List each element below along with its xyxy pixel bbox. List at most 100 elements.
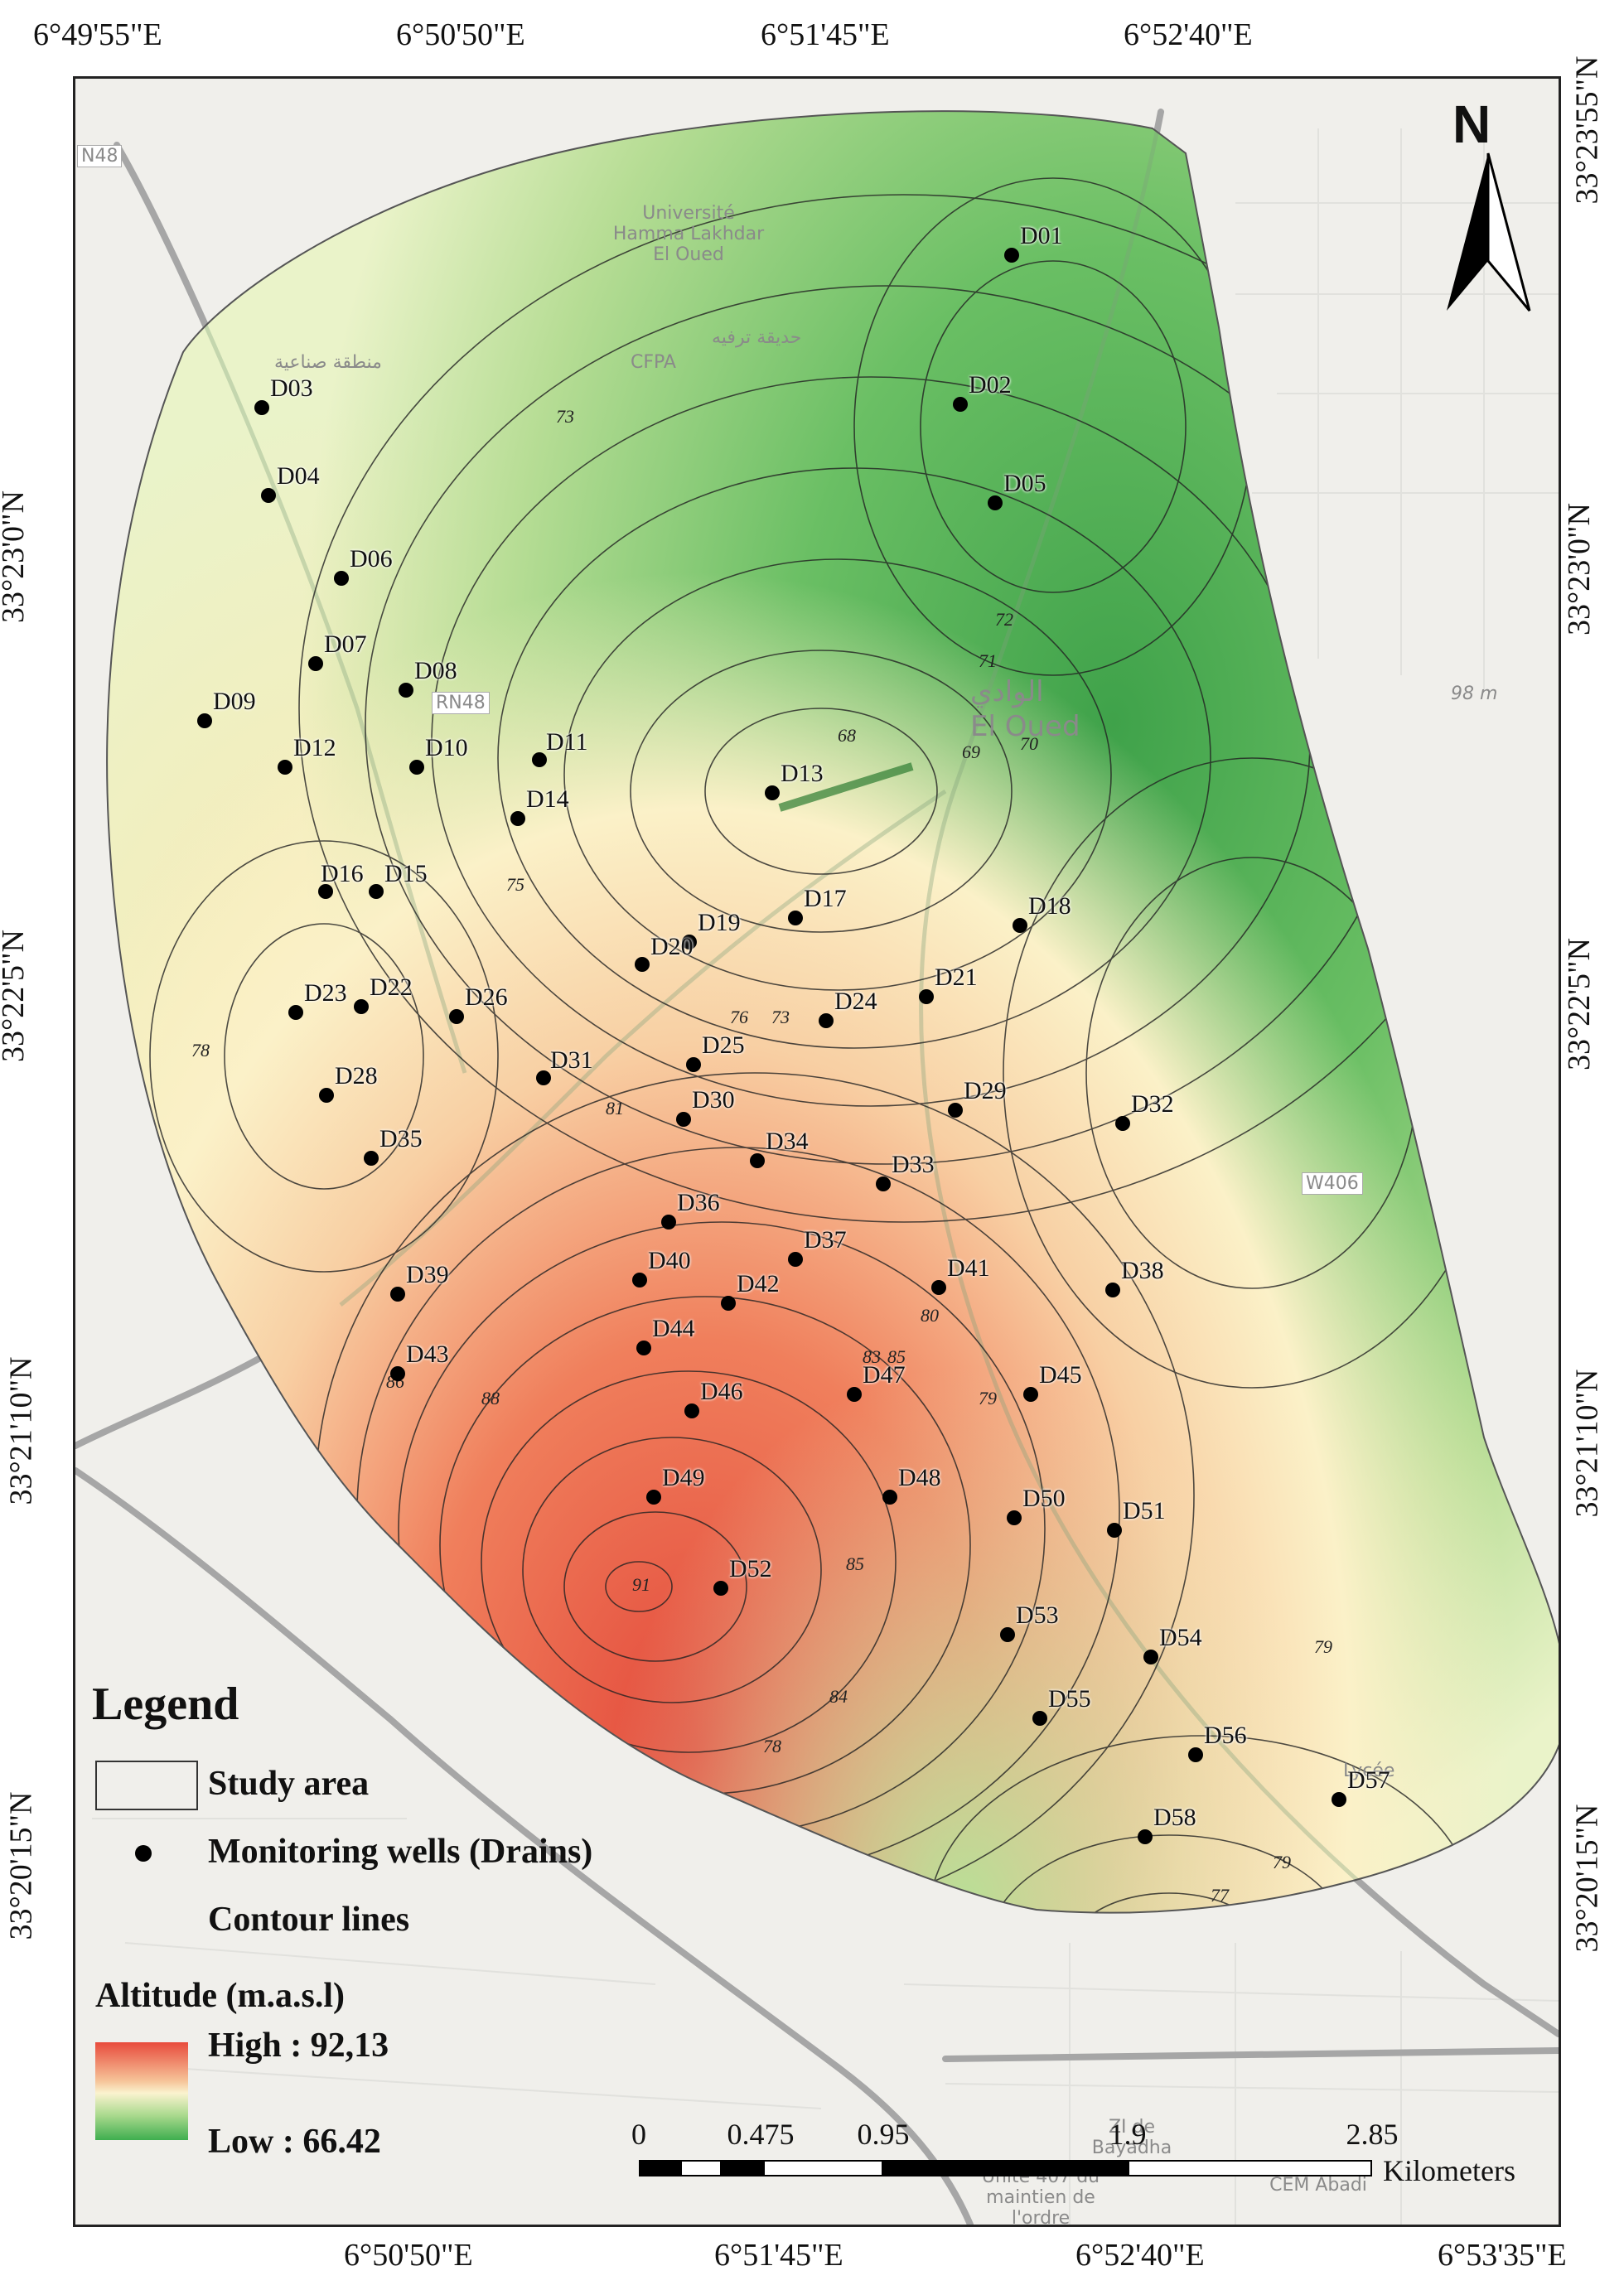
well-marker-d56[interactable] bbox=[1188, 1747, 1203, 1762]
well-marker-d53[interactable] bbox=[1000, 1627, 1015, 1642]
well-label-d42: D42 bbox=[737, 1270, 780, 1297]
well-label-d29: D29 bbox=[964, 1077, 1007, 1104]
basemap-label-el-oued-ar: الوادي bbox=[970, 675, 1044, 708]
contour-label: 83 bbox=[863, 1346, 881, 1367]
well-marker-d12[interactable] bbox=[278, 760, 292, 775]
well-marker-d20[interactable] bbox=[635, 957, 650, 972]
scale-tick-label: 0.475 bbox=[727, 2118, 795, 2151]
well-marker-d09[interactable] bbox=[197, 713, 212, 728]
well-marker-d25[interactable] bbox=[686, 1057, 701, 1072]
well-label-d28: D28 bbox=[335, 1062, 378, 1089]
legend-low-label: Low : 66.42 bbox=[208, 2123, 381, 2161]
well-marker-d45[interactable] bbox=[1023, 1387, 1038, 1402]
well-marker-d50[interactable] bbox=[1007, 1510, 1022, 1525]
well-label-d45: D45 bbox=[1039, 1361, 1082, 1389]
graticule-bottom-3: 6°52'40"E bbox=[1075, 2238, 1205, 2273]
well-marker-d29[interactable] bbox=[948, 1103, 963, 1118]
well-label-d31: D31 bbox=[550, 1046, 593, 1074]
well-marker-d07[interactable] bbox=[308, 656, 323, 671]
contour-label: 78 bbox=[763, 1736, 781, 1756]
well-marker-d31[interactable] bbox=[536, 1070, 551, 1085]
well-marker-d04[interactable] bbox=[261, 488, 276, 503]
well-marker-d10[interactable] bbox=[409, 760, 424, 775]
well-marker-d39[interactable] bbox=[390, 1287, 405, 1302]
legend-altitude-title: Altitude (m.a.s.l) bbox=[95, 1977, 345, 2015]
graticule-right-1: 33°23'55"N bbox=[1569, 56, 1605, 205]
well-marker-d51[interactable] bbox=[1107, 1523, 1122, 1538]
well-label-d37: D37 bbox=[804, 1226, 847, 1254]
well-marker-d17[interactable] bbox=[788, 911, 803, 925]
well-label-d20: D20 bbox=[650, 933, 694, 960]
basemap-label-n48: N48 bbox=[77, 145, 123, 167]
well-marker-d19[interactable] bbox=[682, 935, 697, 949]
well-marker-d02[interactable] bbox=[953, 397, 968, 412]
well-marker-d37[interactable] bbox=[788, 1252, 803, 1267]
well-marker-d22[interactable] bbox=[354, 999, 369, 1014]
contour-label: 75 bbox=[506, 874, 524, 895]
scale-tick-label: 1.9 bbox=[1109, 2118, 1147, 2151]
well-marker-d30[interactable] bbox=[676, 1112, 691, 1127]
well-marker-d49[interactable] bbox=[646, 1490, 661, 1505]
graticule-bottom-4: 6°53'35"E bbox=[1438, 2238, 1567, 2273]
well-marker-d26[interactable] bbox=[449, 1009, 464, 1024]
well-marker-d18[interactable] bbox=[1013, 918, 1027, 933]
scale-bar: 0 0.475 0.95 1.9 2.85 Kilometers bbox=[631, 2117, 1515, 2216]
well-marker-d43[interactable] bbox=[390, 1366, 405, 1381]
well-marker-d52[interactable] bbox=[713, 1581, 728, 1596]
well-marker-d13[interactable] bbox=[765, 785, 780, 800]
well-marker-d36[interactable] bbox=[661, 1215, 676, 1230]
legend: Legend Study area Monitoring wells (Drai… bbox=[92, 1678, 722, 2208]
well-marker-d40[interactable] bbox=[632, 1273, 647, 1288]
well-marker-d54[interactable] bbox=[1143, 1650, 1158, 1664]
map-frame[interactable]: Université Hamma Lakhdar El Oued CFPA حد… bbox=[73, 76, 1561, 2227]
well-label-d53: D53 bbox=[1016, 1602, 1059, 1629]
well-marker-d16[interactable] bbox=[318, 884, 333, 899]
well-marker-d57[interactable] bbox=[1332, 1792, 1346, 1807]
map-canvas bbox=[75, 79, 1559, 2225]
well-marker-d23[interactable] bbox=[288, 1005, 303, 1020]
well-marker-d47[interactable] bbox=[847, 1387, 862, 1402]
legend-contours-label: Contour lines bbox=[208, 1901, 410, 1939]
basemap-label-industrial: منطقة صناعية bbox=[274, 352, 382, 373]
well-marker-d06[interactable] bbox=[334, 571, 349, 586]
well-label-d46: D46 bbox=[700, 1378, 743, 1405]
well-label-d21: D21 bbox=[935, 964, 978, 991]
well-label-d39: D39 bbox=[406, 1261, 449, 1288]
well-marker-d41[interactable] bbox=[931, 1280, 946, 1295]
basemap-label-university: Université Hamma Lakhdar El Oued bbox=[612, 203, 765, 265]
well-marker-d48[interactable] bbox=[882, 1490, 897, 1505]
well-marker-d58[interactable] bbox=[1138, 1829, 1153, 1844]
well-marker-d46[interactable] bbox=[684, 1403, 699, 1418]
well-label-d22: D22 bbox=[370, 973, 413, 1001]
well-marker-d11[interactable] bbox=[532, 752, 547, 767]
graticule-top-2: 6°50'50"E bbox=[396, 17, 525, 52]
well-label-d16: D16 bbox=[321, 860, 364, 887]
graticule-top-1: 6°49'55"E bbox=[33, 17, 162, 52]
well-marker-d35[interactable] bbox=[364, 1151, 379, 1166]
scale-segment bbox=[722, 2160, 763, 2176]
well-label-d26: D26 bbox=[465, 983, 508, 1011]
scale-segment bbox=[763, 2160, 883, 2176]
well-label-d32: D32 bbox=[1131, 1090, 1174, 1118]
well-marker-d38[interactable] bbox=[1105, 1283, 1120, 1297]
well-marker-d33[interactable] bbox=[876, 1176, 891, 1191]
well-marker-d44[interactable] bbox=[636, 1341, 651, 1355]
well-marker-d21[interactable] bbox=[919, 989, 934, 1004]
well-marker-d01[interactable] bbox=[1004, 248, 1019, 263]
well-marker-d15[interactable] bbox=[369, 884, 384, 899]
well-marker-d55[interactable] bbox=[1032, 1711, 1047, 1726]
well-marker-d05[interactable] bbox=[988, 495, 1003, 510]
contour-label: 73 bbox=[556, 406, 574, 427]
well-marker-d28[interactable] bbox=[319, 1088, 334, 1103]
well-marker-d03[interactable] bbox=[254, 400, 269, 415]
contour-label: 85 bbox=[887, 1346, 906, 1367]
well-marker-d34[interactable] bbox=[750, 1153, 765, 1168]
well-marker-d32[interactable] bbox=[1115, 1116, 1130, 1131]
well-label-d54: D54 bbox=[1159, 1624, 1202, 1651]
contour-label: 88 bbox=[481, 1388, 500, 1408]
basemap-label-rn48: RN48 bbox=[432, 692, 490, 714]
well-marker-d42[interactable] bbox=[721, 1296, 736, 1311]
well-marker-d24[interactable] bbox=[819, 1013, 834, 1028]
well-marker-d08[interactable] bbox=[399, 683, 413, 698]
well-marker-d14[interactable] bbox=[510, 811, 525, 826]
